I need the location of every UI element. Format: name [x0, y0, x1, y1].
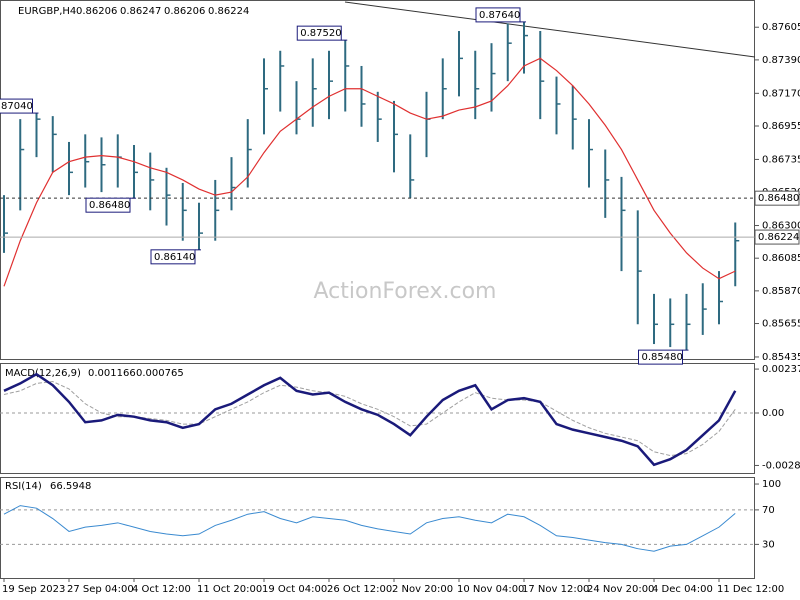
annotation-box: [296, 25, 342, 41]
panel-name: MACD(12,26,9): [5, 368, 81, 379]
x-tick-label: 11 Oct 20:00: [197, 584, 262, 595]
y-tick-label: 0.86085: [762, 253, 800, 264]
annotation-label: 0.87640: [479, 10, 520, 21]
watermark: ActionForex.com: [314, 279, 497, 304]
y-tick-label: 0.87605: [762, 22, 800, 33]
x-tick-label: 17 Nov 12:00: [522, 584, 589, 595]
x-tick-label: 10 Nov 04:00: [457, 584, 524, 595]
y-tick-label: 0.87170: [762, 88, 800, 99]
price-label: 0.86224: [758, 232, 799, 243]
annotation-label: 0.86140: [154, 252, 195, 263]
x-tick-label: 4 Oct 12:00: [132, 584, 191, 595]
symbol: EURGBP,H4: [18, 6, 76, 17]
macd-panel: [0, 363, 755, 474]
y-tick-label: 0.86735: [762, 154, 800, 165]
annotation-label: 0.86480: [89, 200, 130, 211]
y-tick-label: 0.85435: [762, 352, 800, 363]
y-tick-label: 0.86300: [762, 221, 800, 232]
annotation-box: [0, 98, 33, 114]
x-tick-label: 24 Nov 20:00: [587, 584, 654, 595]
x-tick-label: 19 Oct 04:00: [262, 584, 327, 595]
x-tick-label: 19 Sep 2023: [2, 584, 65, 595]
level-box: [754, 190, 800, 206]
y-tick-label: 0.00: [762, 408, 784, 419]
x-tick-label: 26 Oct 12:00: [327, 584, 392, 595]
quote: 0.86206: [76, 6, 117, 17]
line: [3, 505, 736, 552]
y-tick-label: 0.85655: [762, 319, 800, 330]
x-tick-label: 2 Nov 20:00: [392, 584, 453, 595]
readout: 0.000765: [136, 368, 184, 379]
line: [3, 57, 736, 287]
rsi-panel: [0, 477, 755, 579]
quote: 0.86247: [120, 6, 161, 17]
readout: 66.5948: [50, 481, 91, 492]
quote: 0.86224: [208, 6, 249, 17]
x-tick-label: 27 Sep 04:00: [67, 584, 134, 595]
y-tick-label: 0.86955: [762, 121, 800, 132]
level-label: 0.86480: [758, 193, 799, 204]
y-tick-label: -0.002838: [762, 460, 800, 471]
panel-name: RSI(14): [5, 481, 42, 492]
y-tick-label: 70: [762, 505, 775, 516]
annotation-box: [85, 197, 131, 213]
trend-line: [344, 1, 756, 58]
quote: 0.86206: [164, 6, 205, 17]
y-tick-label: 0.85870: [762, 286, 800, 297]
y-tick-label: 0.87390: [762, 55, 800, 66]
readout: 0.001166: [88, 368, 136, 379]
price-panel: [0, 0, 755, 360]
x-tick-label: 4 Dec 04:00: [652, 584, 713, 595]
y-tick-label: 30: [762, 539, 775, 550]
y-tick-label: 0.002375: [762, 364, 800, 375]
y-tick-label: 100: [762, 479, 781, 490]
annotation-box: [475, 7, 521, 23]
price-box: [754, 229, 800, 245]
annotation-box: [150, 249, 196, 265]
annotation-label: 0.87040: [0, 101, 33, 112]
annotation-label: 0.87520: [300, 28, 341, 39]
line: [3, 381, 736, 457]
line: [3, 372, 737, 467]
annotation-label: 0.85480: [642, 352, 683, 363]
annotation-box: [638, 349, 683, 365]
x-tick-label: 11 Dec 12:00: [717, 584, 784, 595]
